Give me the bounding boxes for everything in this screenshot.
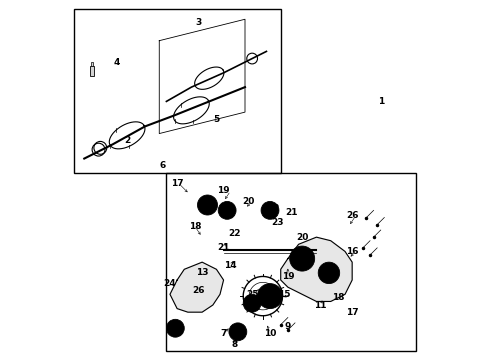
Circle shape <box>321 265 337 281</box>
Polygon shape <box>281 237 352 301</box>
Text: 26: 26 <box>192 286 205 295</box>
Text: 9: 9 <box>285 322 291 331</box>
Circle shape <box>264 204 276 217</box>
Text: 1: 1 <box>378 97 384 106</box>
Text: 13: 13 <box>196 268 208 277</box>
Bar <box>167 173 416 351</box>
Circle shape <box>200 198 215 212</box>
Text: 19: 19 <box>282 272 294 281</box>
Text: 24: 24 <box>164 279 176 288</box>
Bar <box>90 66 94 76</box>
Text: 7: 7 <box>220 329 227 338</box>
Text: 15: 15 <box>278 290 291 299</box>
Bar <box>92 62 93 66</box>
Text: 6: 6 <box>160 161 166 170</box>
Text: 25: 25 <box>246 290 258 299</box>
Text: 19: 19 <box>217 186 230 195</box>
Circle shape <box>245 297 259 310</box>
Text: 2: 2 <box>124 136 130 145</box>
Polygon shape <box>170 262 223 312</box>
Text: 23: 23 <box>271 219 283 228</box>
Text: 5: 5 <box>213 115 220 124</box>
Text: 4: 4 <box>113 58 120 67</box>
Circle shape <box>243 294 261 312</box>
Circle shape <box>218 202 236 219</box>
Circle shape <box>231 325 245 338</box>
Circle shape <box>167 319 184 337</box>
Circle shape <box>229 323 247 341</box>
Text: 14: 14 <box>224 261 237 270</box>
Circle shape <box>220 204 234 217</box>
Text: 8: 8 <box>231 340 238 349</box>
Text: 20: 20 <box>243 197 255 206</box>
Circle shape <box>197 195 218 215</box>
Circle shape <box>261 202 279 219</box>
Text: 18: 18 <box>189 222 201 231</box>
Circle shape <box>293 249 311 267</box>
Text: 3: 3 <box>196 18 202 27</box>
Circle shape <box>169 322 182 335</box>
Text: 21: 21 <box>285 208 298 217</box>
Text: 22: 22 <box>268 204 280 213</box>
Text: 26: 26 <box>346 211 358 220</box>
Circle shape <box>261 287 279 305</box>
Circle shape <box>290 246 315 271</box>
Text: 11: 11 <box>314 301 326 310</box>
Text: 17: 17 <box>346 308 359 317</box>
Text: 10: 10 <box>264 329 276 338</box>
Text: 18: 18 <box>332 293 344 302</box>
Bar <box>74 9 281 173</box>
Text: 22: 22 <box>228 229 241 238</box>
Text: 20: 20 <box>296 233 308 242</box>
Circle shape <box>318 262 340 284</box>
Circle shape <box>258 284 283 309</box>
Text: 21: 21 <box>218 243 230 252</box>
Text: 16: 16 <box>346 247 358 256</box>
Text: 12: 12 <box>171 325 183 334</box>
Text: 17: 17 <box>171 179 183 188</box>
